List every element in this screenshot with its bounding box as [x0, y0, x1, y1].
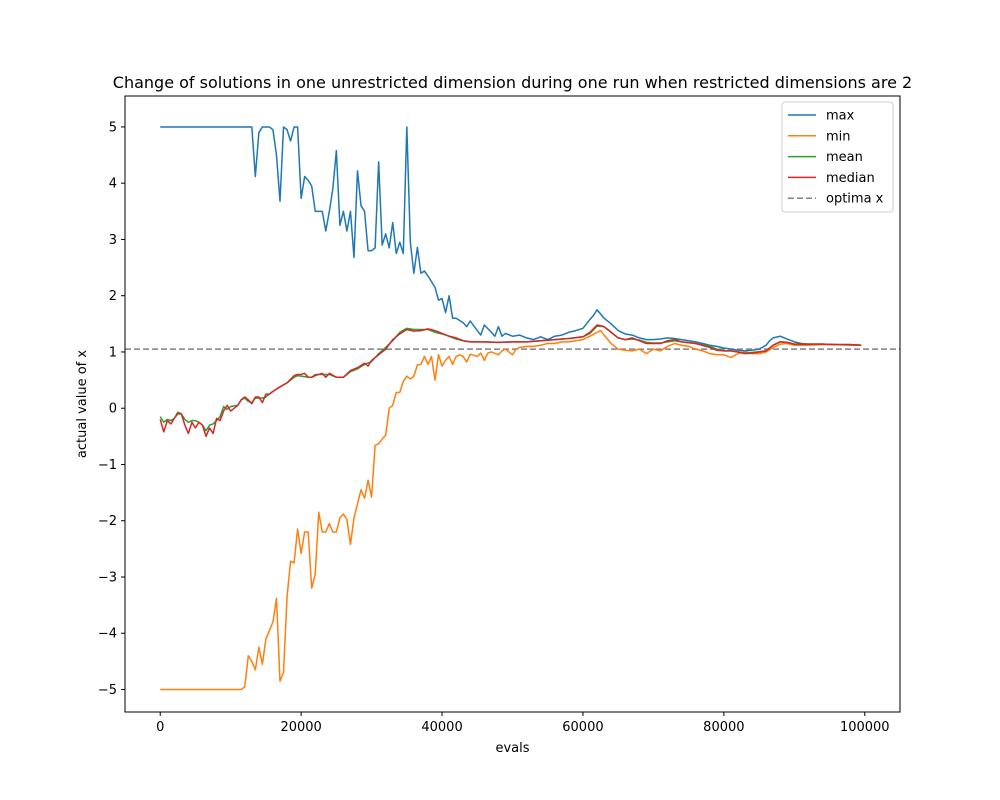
legend-label-optima-x: optima x [826, 192, 884, 207]
x-tick-label: 100000 [840, 720, 890, 735]
legend-frame [781, 101, 894, 213]
series-max-line [160, 126, 862, 352]
y-tick-label: −4 [98, 627, 117, 642]
y-axis-label: actual value of x [75, 350, 90, 458]
y-tick-label: 5 [109, 120, 117, 135]
y-tick-label: −2 [98, 514, 117, 529]
x-axis-label: evals [495, 741, 529, 756]
legend-label-mean: mean [826, 150, 863, 165]
y-tick-label: 3 [109, 233, 117, 248]
y-tick-label: 4 [109, 177, 117, 192]
y-tick-label: −5 [98, 683, 117, 698]
y-tick-label: 2 [109, 289, 117, 304]
plot-area [125, 96, 900, 712]
legend: max min mean median optima x [781, 101, 894, 213]
x-tick-label: 80000 [703, 720, 744, 735]
series-median-line [159, 324, 862, 438]
series-min-line [160, 329, 862, 691]
y-tick-label: −1 [98, 458, 117, 473]
y-tick-label: 0 [109, 402, 117, 417]
legend-label-median: median [826, 171, 875, 186]
y-tick-label: 1 [109, 345, 117, 360]
chart-title: Change of solutions in one unrestricted … [113, 73, 912, 92]
plot-frame [124, 95, 901, 713]
legend-label-max: max [826, 109, 855, 124]
legend-label-min: min [826, 129, 851, 144]
y-tick-label: −3 [98, 570, 117, 585]
x-tick-label: 0 [156, 720, 164, 735]
x-axis-ticks: 0 20000 40000 60000 80000 100000 [156, 712, 890, 735]
x-tick-label: 40000 [421, 720, 462, 735]
x-tick-label: 60000 [562, 720, 603, 735]
x-tick-label: 20000 [280, 720, 321, 735]
y-axis-ticks: −5 −4 −3 −2 −1 0 1 2 3 4 5 [98, 120, 125, 698]
series-layer [159, 126, 862, 691]
legend-items: max min mean median optima x [788, 109, 884, 207]
